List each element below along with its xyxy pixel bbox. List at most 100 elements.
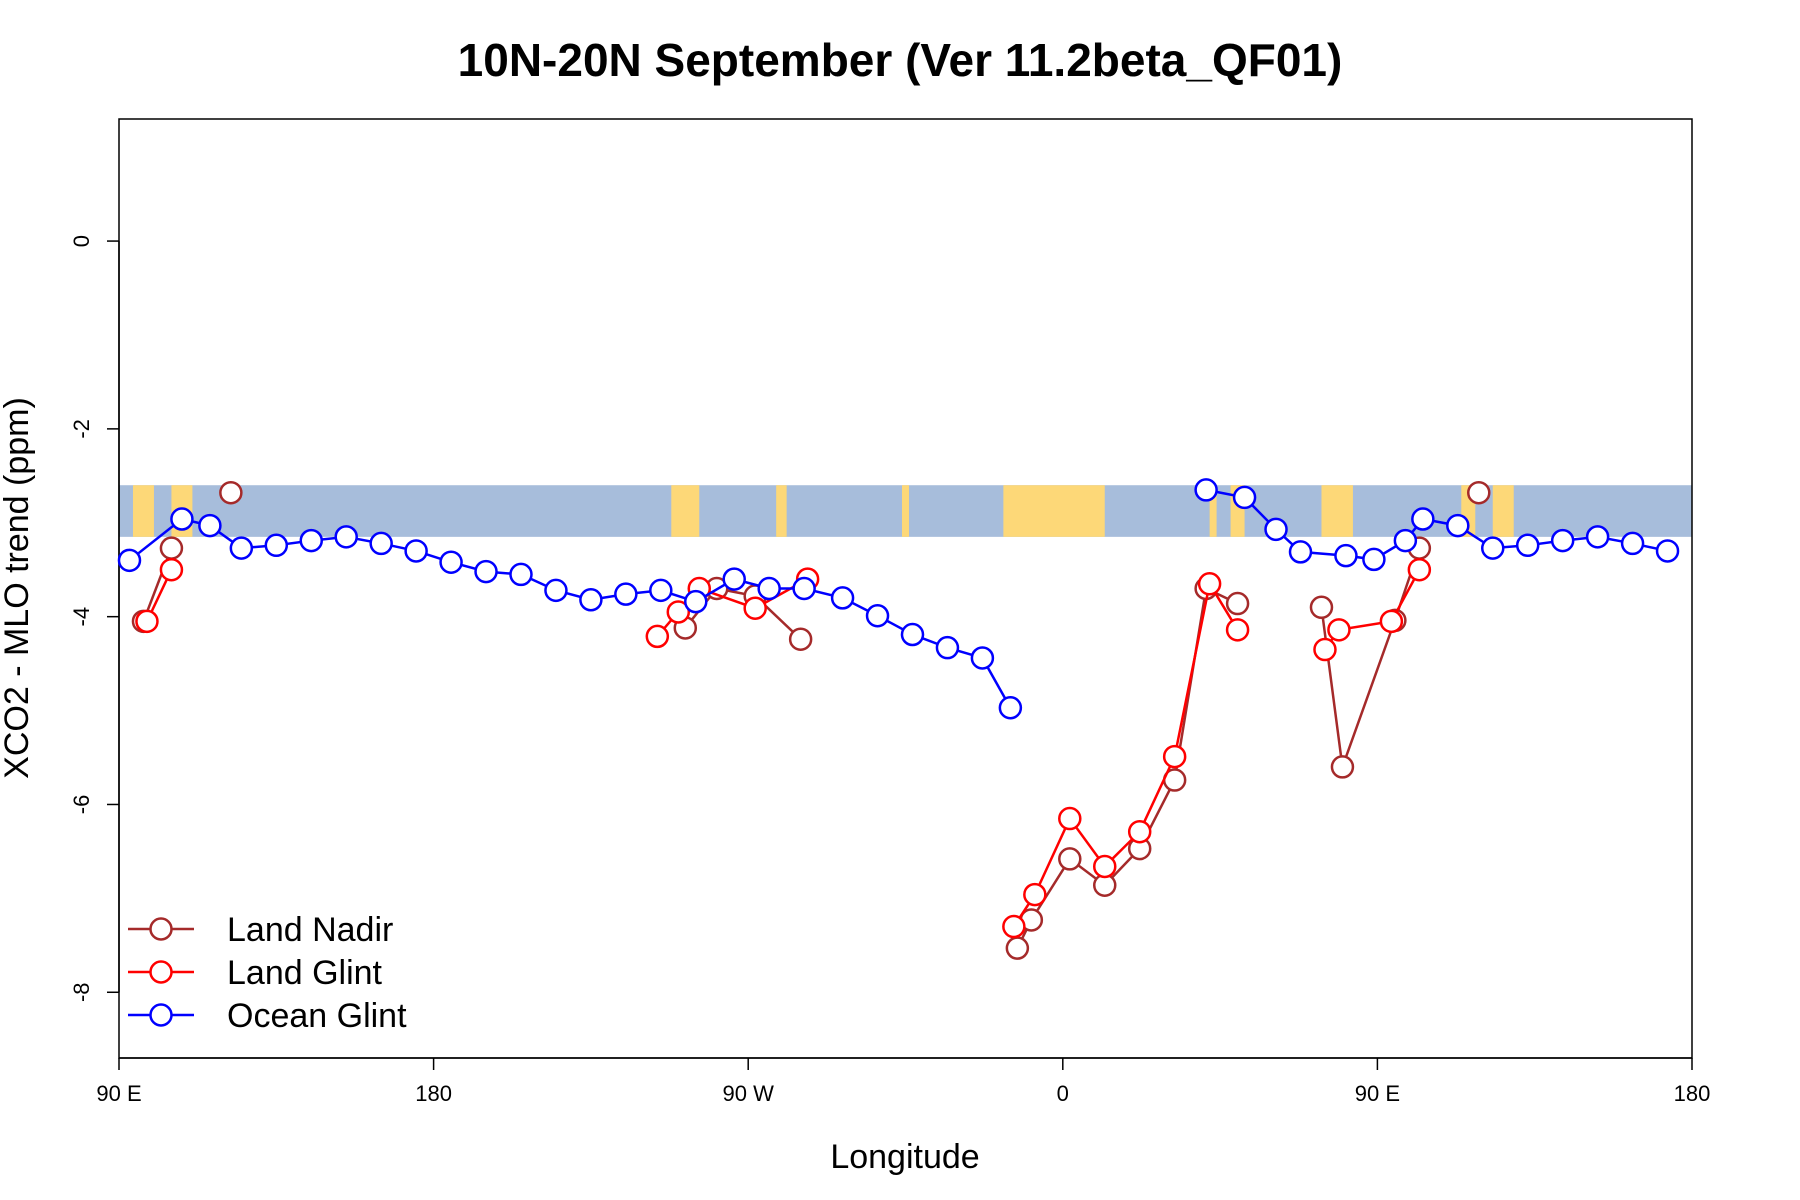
legend-entry-land-glint: Land Glint — [128, 954, 383, 992]
data-point-land-glint — [159, 557, 184, 582]
series-land-glint — [135, 557, 1432, 939]
chart-title: 10N-20N September (Ver 11.2beta_QF01) — [458, 34, 1343, 86]
legend-label-land-glint: Land Glint — [227, 954, 383, 992]
data-point-ocean-glint — [684, 589, 708, 614]
data-point-ocean-glint — [229, 536, 254, 560]
series-line-land-nadir — [1320, 547, 1421, 768]
data-point-ocean-glint — [792, 576, 816, 601]
data-point-land-glint — [1225, 618, 1250, 642]
data-point-ocean-glint — [1194, 478, 1218, 502]
legend-label-ocean-glint: Ocean Glint — [227, 997, 407, 1035]
data-point-land-nadir — [1005, 936, 1030, 960]
map-band-land — [671, 485, 700, 537]
x-tick-label: 180 — [415, 1081, 452, 1106]
data-point-ocean-glint — [334, 525, 358, 549]
map-band-land — [1321, 485, 1353, 537]
data-point-ocean-glint — [970, 646, 995, 670]
data-point-land-glint — [1002, 914, 1026, 939]
y-tick-label: -4 — [69, 607, 94, 627]
data-point-ocean-glint — [1288, 540, 1313, 564]
data-point-land-glint — [1407, 557, 1432, 582]
data-point-ocean-glint — [404, 539, 428, 563]
series-line-land-glint — [1323, 569, 1421, 651]
legend-marker-land-nadir — [149, 917, 173, 941]
data-point-ocean-glint — [865, 603, 890, 628]
data-point-ocean-glint — [1550, 528, 1575, 553]
data-point-ocean-glint — [198, 513, 222, 538]
data-point-ocean-glint — [1515, 533, 1540, 558]
data-point-ocean-glint — [1411, 507, 1435, 531]
data-point-ocean-glint — [900, 622, 925, 647]
data-point-ocean-glint — [1481, 536, 1505, 560]
data-point-ocean-glint — [439, 550, 463, 574]
legend-marker-ocean-glint — [149, 1003, 173, 1027]
data-point-land-glint — [1023, 882, 1047, 907]
data-point-ocean-glint — [1585, 525, 1610, 549]
data-point-ocean-glint — [264, 533, 289, 558]
data-point-land-nadir — [1309, 595, 1334, 620]
y-axis-label: XCO2 - MLO trend (ppm) — [0, 397, 36, 779]
data-point-ocean-glint — [170, 507, 194, 531]
y-tick-label: -6 — [69, 795, 94, 815]
data-point-ocean-glint — [1655, 539, 1680, 563]
map-band-land — [132, 485, 154, 537]
data-point-ocean-glint — [299, 528, 324, 553]
data-point-ocean-glint — [1264, 517, 1288, 542]
data-point-land-glint — [1058, 806, 1082, 831]
data-point-land-glint — [1162, 744, 1187, 769]
data-point-land-glint — [1092, 854, 1117, 879]
data-point-land-nadir — [219, 480, 243, 505]
data-point-ocean-glint — [935, 635, 960, 660]
data-point-ocean-glint — [998, 696, 1023, 720]
data-point-land-glint — [1327, 618, 1351, 642]
legend-entry-land-nadir: Land Nadir — [128, 911, 393, 949]
y-tick-label: 0 — [69, 235, 94, 247]
data-point-ocean-glint — [1393, 528, 1418, 553]
map-band-land — [776, 485, 787, 537]
data-point-ocean-glint — [509, 562, 533, 587]
map-band-land — [1209, 485, 1217, 537]
data-point-land-glint — [666, 600, 691, 624]
x-axis: 90 E 180 90 W 0 90 E 180 — [96, 1057, 1711, 1106]
data-point-ocean-glint — [757, 576, 781, 601]
series-ocean-glint — [117, 478, 1680, 720]
data-point-land-nadir — [1058, 847, 1082, 871]
data-point-ocean-glint — [117, 548, 142, 573]
series-layer — [117, 478, 1680, 960]
data-point-land-glint — [645, 624, 670, 649]
series-line-land-nadir — [1016, 586, 1239, 949]
data-point-ocean-glint — [1446, 513, 1470, 538]
data-point-ocean-glint — [369, 531, 393, 556]
y-tick-label: -8 — [69, 982, 94, 1002]
legend-label-land-nadir: Land Nadir — [227, 911, 393, 949]
y-tick-label: -2 — [69, 419, 94, 439]
data-point-land-nadir — [1467, 480, 1491, 505]
data-point-land-glint — [1127, 819, 1152, 844]
data-point-land-nadir — [1225, 591, 1250, 616]
x-axis-label: Longitude — [830, 1138, 979, 1176]
map-band-land — [1492, 485, 1514, 537]
y-axis: 0 -2 -4 -6 -8 — [69, 235, 120, 1002]
data-point-ocean-glint — [830, 586, 855, 610]
legend-entry-ocean-glint: Ocean Glint — [128, 997, 407, 1035]
x-tick-label: 90 W — [723, 1081, 775, 1106]
map-band-land — [902, 485, 909, 537]
data-point-ocean-glint — [722, 567, 746, 591]
data-point-land-nadir — [159, 536, 184, 560]
x-tick-label: 0 — [1057, 1081, 1069, 1106]
legend: Land Nadir Land Glint Ocean Glint — [128, 911, 407, 1035]
x-tick-label: 180 — [1674, 1081, 1711, 1106]
series-line-land-glint — [1012, 580, 1239, 928]
data-point-ocean-glint — [1232, 485, 1257, 510]
x-tick-label: 90 E — [1355, 1081, 1400, 1106]
data-point-ocean-glint — [544, 578, 568, 603]
data-point-land-glint — [1379, 609, 1404, 634]
data-point-ocean-glint — [474, 559, 498, 584]
data-point-ocean-glint — [649, 578, 673, 603]
data-point-ocean-glint — [1362, 547, 1386, 572]
data-point-ocean-glint — [1334, 543, 1358, 568]
data-point-ocean-glint — [1620, 531, 1645, 556]
data-point-ocean-glint — [579, 588, 603, 612]
